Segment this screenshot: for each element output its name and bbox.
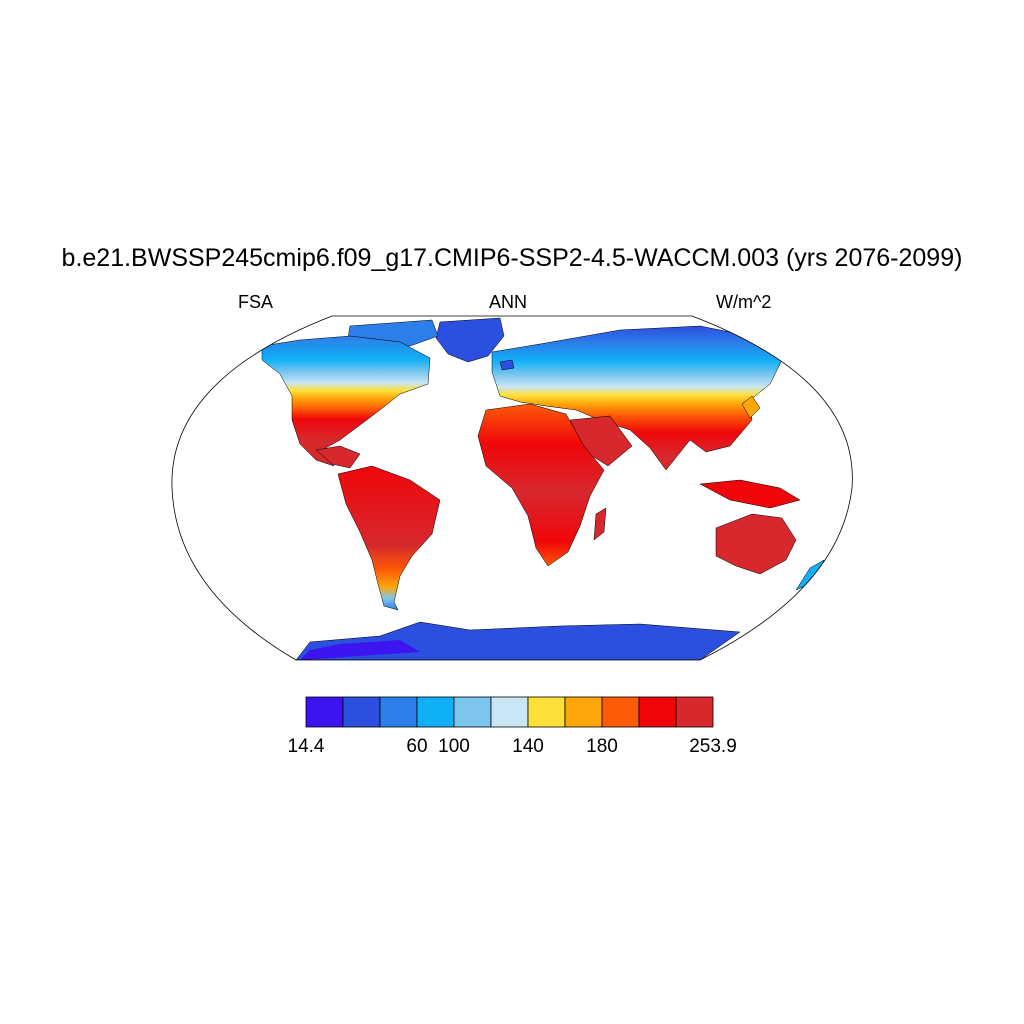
colorbar-label-1: 60 (406, 736, 427, 757)
colorbar-bin-2 (379, 696, 418, 728)
colorbar: 14.4 60 100 140 180 253.9 (288, 696, 737, 757)
colorbar-bin-1 (342, 696, 381, 728)
colorbar-label-3: 140 (512, 736, 544, 757)
central-america (315, 445, 361, 469)
units-label: W/m^2 (716, 292, 772, 312)
colorbar-bin-10 (675, 696, 714, 728)
season-label: ANN (489, 292, 528, 312)
colorbar-bin-3 (416, 696, 455, 728)
south-america (337, 465, 441, 611)
variable-label: FSA (238, 292, 274, 312)
colorbar-bin-7 (564, 696, 603, 728)
colorbar-bin-6 (527, 696, 566, 728)
colorbar-bin-0 (305, 696, 344, 728)
figure-title: b.e21.BWSSP245cmip6.f09_g17.CMIP6-SSP2-4… (61, 244, 963, 272)
iceland (499, 359, 515, 371)
colorbar-label-0: 14.4 (288, 736, 325, 757)
new-zealand (795, 559, 825, 591)
africa (477, 403, 605, 567)
japan (741, 395, 761, 419)
madagascar (593, 507, 607, 541)
colorbar-label-5: 253.9 (689, 736, 737, 757)
map-border (171, 315, 853, 661)
colorbar-bin-9 (638, 696, 677, 728)
colorbar-bin-8 (601, 696, 640, 728)
colorbar-bin-4 (453, 696, 492, 728)
colorbar-label-2: 100 (438, 736, 470, 757)
australia (715, 513, 797, 575)
colorbar-label-4: 180 (586, 736, 618, 757)
antarctica-high (300, 640, 420, 660)
maritime-continent (699, 479, 801, 509)
greenland (435, 317, 505, 363)
north-america (261, 335, 431, 467)
land-masses (261, 317, 825, 660)
colorbar-bin-5 (490, 696, 529, 728)
